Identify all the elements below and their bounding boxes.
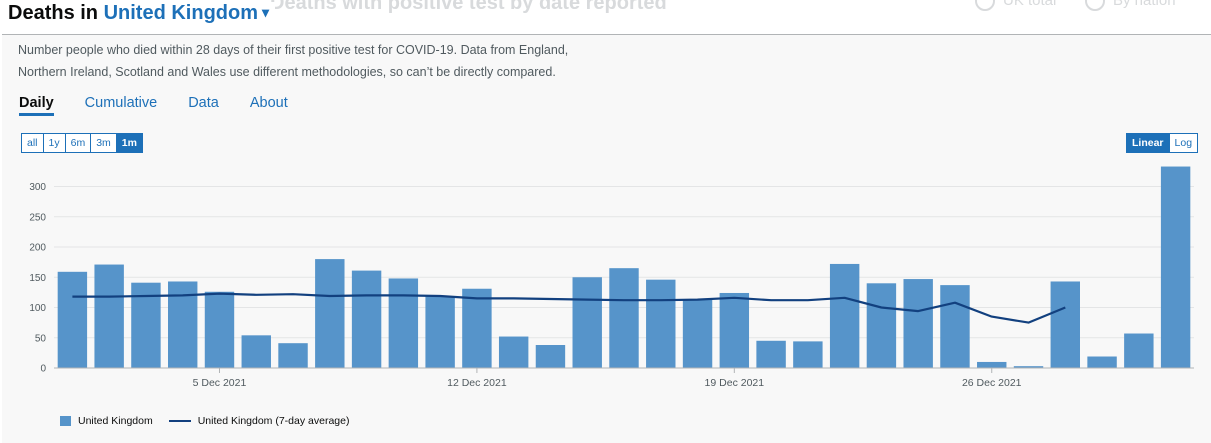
bar: [829, 263, 860, 368]
bar: [498, 336, 529, 368]
bar: [241, 335, 271, 368]
y-tick-label: 300: [29, 182, 46, 193]
bar: [756, 340, 786, 368]
by-nation-radio[interactable]: By nation: [1085, 0, 1176, 11]
y-tick-label: 0: [40, 364, 46, 375]
range-1y-button[interactable]: 1y: [43, 134, 66, 152]
bar: [866, 283, 897, 368]
legend-item-daily[interactable]: United Kingdom: [60, 415, 153, 427]
legend-line-swatch: [168, 420, 191, 422]
x-tick-label: 26 Dec 2021: [962, 377, 1022, 389]
bar: [572, 277, 602, 368]
range-3m-button[interactable]: 3m: [91, 134, 117, 152]
bar: [1013, 366, 1044, 368]
bar: [682, 299, 713, 368]
uk-total-radio[interactable]: UK total: [975, 0, 1056, 11]
legend-label-average: United Kingdom (7-day average): [197, 415, 350, 427]
bar: [1160, 166, 1191, 368]
chevron-down-icon[interactable]: ▾: [262, 4, 270, 20]
y-tick-label: 50: [35, 333, 47, 344]
bar: [1050, 281, 1080, 368]
x-tick-label: 19 Dec 2021: [705, 377, 765, 389]
y-tick-label: 250: [29, 212, 46, 223]
bar: [425, 296, 455, 368]
chart-description: Number people who died within 28 days of…: [18, 43, 569, 79]
bar: [646, 279, 676, 368]
tab-cumulative[interactable]: Cumulative: [84, 95, 158, 111]
average-line: [72, 292, 1066, 324]
bar: [977, 361, 1007, 368]
bar: [57, 271, 88, 368]
title-prefix: Deaths in: [8, 2, 99, 24]
area-selector[interactable]: United Kingdom: [103, 2, 259, 24]
tab-data[interactable]: Data: [188, 95, 219, 111]
bar: [719, 292, 750, 368]
range-all-button[interactable]: all: [22, 134, 44, 152]
time-range-selector: all 1y 6m 3m 1m: [21, 133, 143, 153]
bar: [1087, 356, 1117, 368]
tab-about[interactable]: About: [249, 95, 288, 111]
chart-card: Number people who died within 28 days of…: [2, 34, 1211, 443]
background-section-title: Deaths with positive test by date report…: [270, 0, 667, 14]
scale-selector: Linear Log: [1126, 133, 1199, 153]
y-tick-label: 100: [29, 303, 46, 314]
legend-bar-swatch: [60, 416, 71, 426]
deaths-chart: 0 50 100 150 200 250 300 5 Dec 2021 12 Dec 2021 1…: [29, 166, 1194, 389]
radio-circle-icon: [975, 0, 995, 11]
legend-item-average[interactable]: United Kingdom (7-day average): [168, 415, 350, 427]
y-tick-label: 200: [29, 243, 46, 254]
bar: [351, 270, 382, 368]
bar: [793, 341, 823, 368]
y-tick-label: 150: [29, 273, 46, 284]
bar: [609, 268, 639, 368]
bar: [940, 285, 970, 368]
x-tick-label: 5 Dec 2021: [193, 377, 247, 389]
bar: [535, 345, 566, 368]
radio-circle-icon: [1085, 0, 1105, 11]
bar: [462, 288, 492, 368]
chart-tabs: Daily Cumulative Data About: [19, 95, 288, 116]
scale-log-button[interactable]: Log: [1169, 134, 1198, 152]
card-title: Deaths in United Kingdom ▾: [8, 2, 276, 25]
bar: [94, 264, 124, 368]
chart-legend: United Kingdom United Kingdom (7-day ave…: [60, 415, 355, 427]
legend-label-daily: United Kingdom: [78, 415, 153, 427]
range-6m-button[interactable]: 6m: [65, 134, 92, 152]
x-tick-label: 12 Dec 2021: [447, 377, 507, 389]
bar: [315, 259, 345, 368]
scale-linear-button[interactable]: Linear: [1127, 134, 1170, 152]
bar: [903, 279, 933, 368]
bar: [204, 291, 235, 368]
bar: [1124, 333, 1154, 368]
range-1m-button[interactable]: 1m: [116, 134, 142, 152]
bar: [388, 278, 419, 368]
tab-daily[interactable]: Daily: [19, 95, 54, 116]
bar: [278, 343, 308, 368]
